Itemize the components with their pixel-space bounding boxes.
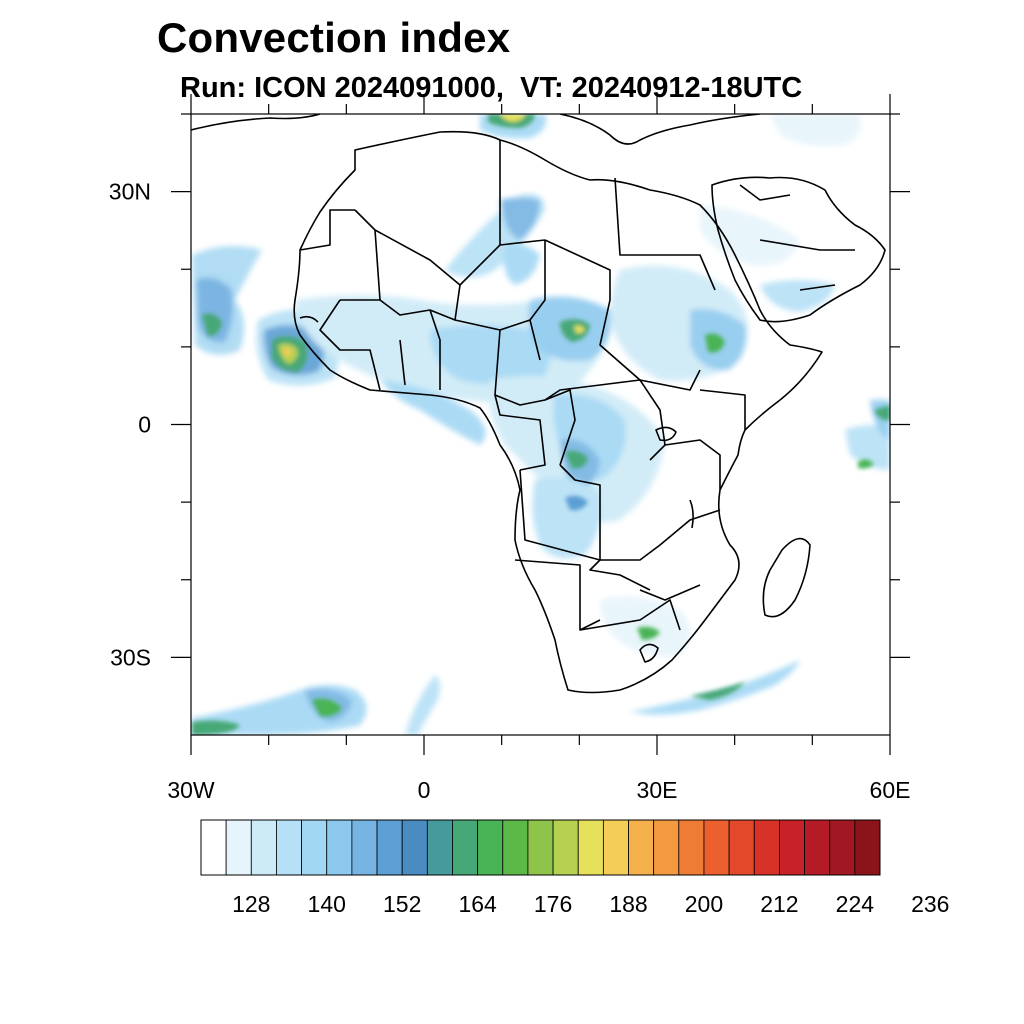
colorbar-tick-label: 176 — [534, 891, 572, 917]
colorbar-swatch — [276, 819, 302, 876]
colorbar-swatch — [401, 819, 428, 876]
colorbar-swatch — [452, 819, 479, 876]
colorbar-labels: 128 140 152 164 176 188 200 212 224 236 — [232, 891, 949, 917]
colorbar-tick-label: 164 — [458, 891, 497, 917]
colorbar-swatch — [200, 819, 227, 876]
colorbar-swatch — [250, 819, 277, 876]
colorbar-swatch — [829, 819, 856, 876]
colorbar-tick-label: 128 — [232, 891, 270, 917]
colorbar-tick-label: 140 — [308, 891, 346, 917]
colorbar-swatch — [426, 819, 453, 876]
colorbar-swatch — [326, 819, 353, 876]
lat-label: 0 — [138, 412, 151, 438]
africa-coastline — [293, 130, 823, 694]
arabia-coastline — [711, 176, 886, 323]
colorbar-swatch — [728, 819, 755, 876]
map-boundaries — [191, 114, 886, 694]
colorbar-frame — [200, 819, 881, 876]
colorbar-swatch — [628, 819, 655, 876]
chart-title: Convection index — [157, 14, 511, 61]
lat-label: 30N — [109, 179, 151, 205]
europe-coastline — [191, 114, 321, 131]
axis-ticks — [171, 94, 910, 755]
colorbar-swatch — [527, 819, 554, 876]
colorbar-tick-label: 224 — [836, 891, 875, 917]
colorbar-swatch — [653, 819, 680, 876]
colorbar-swatch — [552, 819, 579, 876]
colorbar-swatch — [502, 819, 529, 876]
colorbar-swatch — [804, 819, 831, 876]
colorbar-swatch — [703, 819, 730, 876]
colorbar-swatch — [477, 819, 504, 876]
colorbar-swatch — [779, 819, 805, 876]
colorbar-swatch — [753, 819, 780, 876]
colorbar-swatch — [376, 819, 403, 876]
lon-label: 60E — [870, 777, 911, 803]
colorbar-swatch — [678, 819, 705, 876]
colorbar-swatch — [225, 819, 252, 876]
colorbar-tick-label: 212 — [760, 891, 798, 917]
lon-label: 0 — [418, 777, 431, 803]
chart-subtitle: Run: ICON 2024091000, VT: 20240912-18UTC — [180, 72, 803, 104]
colorbar-swatch — [577, 819, 604, 876]
madagascar-coastline — [762, 537, 811, 618]
lat-label: 30S — [110, 644, 151, 670]
longitude-labels: 30W 0 30E 60E — [167, 777, 910, 803]
colorbar-tick-label: 236 — [911, 891, 949, 917]
colorbar-swatch — [602, 819, 629, 876]
colorbar-swatch — [301, 819, 328, 876]
colorbar-tick-label: 200 — [685, 891, 723, 917]
lon-label: 30W — [167, 777, 215, 803]
colorbar — [200, 819, 881, 876]
colorbar-tick-label: 188 — [609, 891, 647, 917]
latitude-labels: 30N 0 30S — [109, 179, 151, 671]
colorbar-tick-label: 152 — [383, 891, 421, 917]
colorbar-swatch — [351, 819, 378, 876]
lon-label: 30E — [637, 777, 678, 803]
colorbar-swatch — [854, 819, 881, 876]
